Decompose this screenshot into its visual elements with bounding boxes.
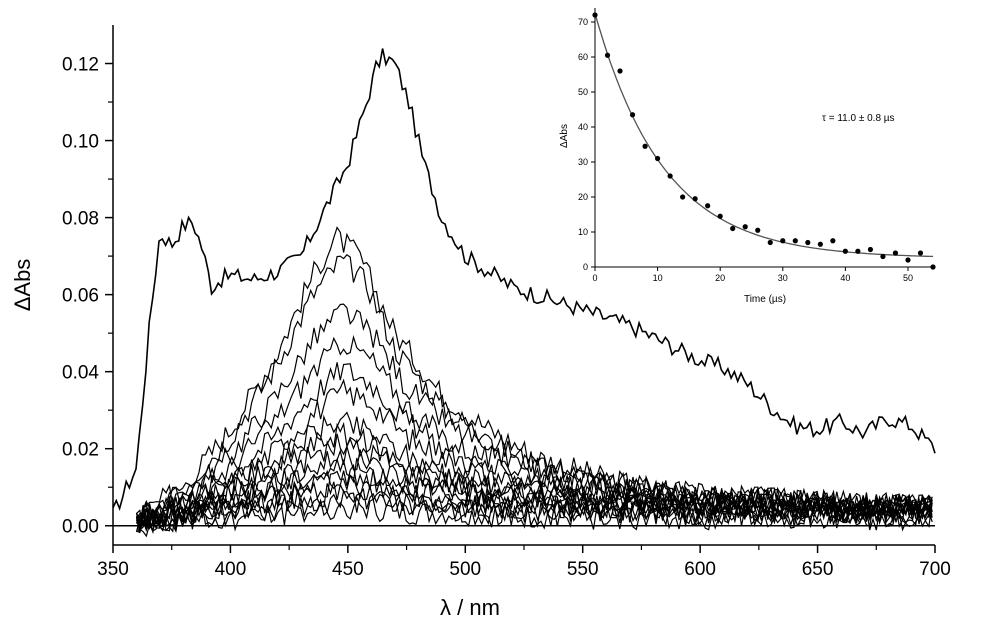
main-y-tick-label: 0.06 bbox=[62, 286, 99, 307]
inset-data-point bbox=[705, 203, 711, 209]
inset-data-point bbox=[917, 250, 924, 256]
main-y-tick-label: 0.04 bbox=[62, 363, 99, 384]
main-series-group bbox=[112, 48, 936, 538]
spectrum-line-17 bbox=[135, 496, 933, 538]
inset-x-tick-label: 40 bbox=[840, 273, 850, 283]
main-x-tick-label: 650 bbox=[802, 559, 834, 580]
inset-data-point bbox=[830, 238, 836, 244]
inset-data-point bbox=[692, 196, 698, 202]
spectrum-line-4 bbox=[135, 303, 933, 526]
inset-x-tick-label: 0 bbox=[592, 273, 597, 283]
inset-data-point bbox=[842, 248, 848, 254]
inset-data-point bbox=[905, 257, 911, 263]
main-x-tick-label: 400 bbox=[215, 559, 247, 580]
inset-y-axis-label: ΔAbs bbox=[559, 124, 570, 148]
spectrum-line-5 bbox=[136, 334, 933, 523]
inset-y-tick-label: 20 bbox=[578, 192, 588, 202]
inset-x-axis-label: Time (µs) bbox=[744, 294, 786, 305]
main-x-tick-label: 550 bbox=[567, 559, 599, 580]
inset-background bbox=[590, 4, 938, 268]
main-x-tick-label: 450 bbox=[332, 559, 364, 580]
main-y-ticks: 0.00 0.02 0.04 0.06 0.08 0.10 0.12 bbox=[62, 55, 113, 538]
inset-y-tick-label: 30 bbox=[578, 157, 588, 167]
inset-y-tick-label: 10 bbox=[578, 227, 588, 237]
main-x-tick-label: 350 bbox=[97, 559, 129, 580]
inset-y-tick-label: 0 bbox=[583, 262, 588, 272]
spectrum-line-1 bbox=[112, 48, 936, 511]
inset-data-point bbox=[604, 52, 611, 58]
main-plot: 350 400 450 500 550 600 650 700 0.000.020.040.0… bbox=[10, 25, 951, 620]
main-y-tick-label: 0.08 bbox=[62, 209, 99, 230]
main-y-tick-label: 0.00 bbox=[62, 517, 99, 538]
main-y-tick-label: 0.10 bbox=[62, 132, 99, 153]
inset-data-point bbox=[717, 213, 723, 219]
main-y-tick-label: 0.12 bbox=[62, 55, 99, 76]
spectrum-line-7 bbox=[136, 378, 933, 530]
inset-x-tick-label: 30 bbox=[778, 273, 788, 283]
inset-plot: 0 10 20 30 40 50 0 10 20 30 40 50 60 70 Time (µs) ΔA… bbox=[559, 4, 938, 305]
inset-data-point bbox=[730, 225, 736, 232]
inset-y-tick-label: 40 bbox=[578, 122, 588, 132]
inset-data-point bbox=[780, 238, 786, 244]
inset-data-point bbox=[742, 224, 748, 230]
inset-points-group bbox=[592, 12, 936, 270]
main-x-tick-label: 500 bbox=[449, 559, 481, 580]
inset-fit-curve bbox=[594, 13, 933, 258]
spectrum-line-14 bbox=[135, 470, 933, 532]
inset-data-point bbox=[629, 112, 636, 118]
inset-data-point bbox=[817, 241, 823, 247]
inset-data-point bbox=[642, 143, 648, 149]
inset-data-point bbox=[755, 227, 761, 233]
inset-y-tick-label: 60 bbox=[578, 52, 588, 62]
main-x-tick-label: 600 bbox=[684, 559, 716, 580]
spectrum-line-16 bbox=[136, 487, 933, 534]
inset-x-ticks: 0 10 20 30 40 50 bbox=[592, 267, 913, 283]
inset-annotation: τ = 11.0 ± 0.8 µs bbox=[822, 113, 895, 124]
main-x-ticks: 350 400 450 500 550 600 650 700 bbox=[97, 545, 951, 580]
spectrum-line-13 bbox=[135, 463, 933, 533]
inset-x-tick-label: 50 bbox=[903, 273, 913, 283]
inset-y-tick-label: 70 bbox=[578, 17, 588, 27]
inset-x-tick-label: 10 bbox=[653, 273, 663, 283]
inset-y-ticks: 0 10 20 30 40 50 60 70 bbox=[578, 17, 595, 272]
spectrum-line-9 bbox=[136, 421, 933, 527]
inset-data-point bbox=[767, 239, 773, 246]
inset-data-point bbox=[855, 248, 861, 254]
inset-data-point bbox=[867, 246, 874, 253]
inset-data-point bbox=[667, 173, 673, 179]
inset-data-point bbox=[617, 68, 623, 74]
inset-data-point bbox=[880, 253, 886, 260]
inset-data-point bbox=[792, 238, 798, 244]
inset-data-point bbox=[654, 155, 661, 162]
main-x-axis-label: λ / nm bbox=[440, 595, 500, 620]
inset-data-point bbox=[892, 250, 899, 256]
inset-data-point bbox=[805, 239, 811, 246]
inset-x-tick-label: 20 bbox=[715, 273, 725, 283]
main-y-axis-label: ΔAbs bbox=[10, 259, 35, 312]
inset-data-point bbox=[680, 194, 686, 200]
main-x-tick-label: 700 bbox=[919, 559, 951, 580]
main-y-tick-label: 0.02 bbox=[62, 440, 99, 461]
inset-y-tick-label: 50 bbox=[578, 87, 588, 97]
